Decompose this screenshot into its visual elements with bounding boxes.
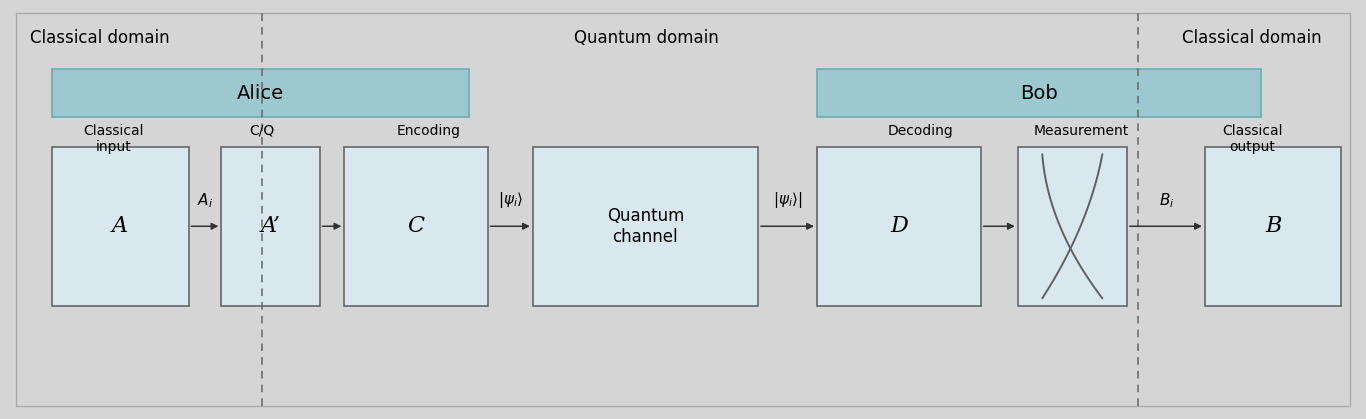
Bar xyxy=(1018,147,1127,306)
Text: Quantum domain: Quantum domain xyxy=(574,29,719,47)
Text: Classical
input: Classical input xyxy=(83,124,143,154)
Text: A: A xyxy=(112,215,128,237)
Text: Alice: Alice xyxy=(236,84,284,103)
Text: C/Q: C/Q xyxy=(250,124,275,137)
Text: Decoding: Decoding xyxy=(888,124,953,137)
Text: Quantum
channel: Quantum channel xyxy=(607,207,684,246)
Bar xyxy=(533,147,758,306)
Bar xyxy=(52,147,189,306)
Bar xyxy=(344,147,488,306)
Text: Bob: Bob xyxy=(1020,84,1057,103)
Bar xyxy=(1205,147,1341,306)
Text: Measurement: Measurement xyxy=(1034,124,1130,137)
Bar xyxy=(817,69,1261,117)
Text: $B_i$: $B_i$ xyxy=(1158,191,1175,210)
Text: Encoding: Encoding xyxy=(396,124,460,137)
Bar xyxy=(817,147,981,306)
Text: $|\psi_i\rangle$|: $|\psi_i\rangle$| xyxy=(773,189,803,210)
Text: Classical domain: Classical domain xyxy=(30,29,169,47)
Bar xyxy=(52,69,469,117)
Text: Classical
output: Classical output xyxy=(1223,124,1283,154)
Text: B: B xyxy=(1265,215,1281,237)
Text: Classical domain: Classical domain xyxy=(1182,29,1321,47)
Text: A’: A’ xyxy=(261,215,280,237)
Text: $A_i$: $A_i$ xyxy=(197,191,213,210)
Text: D: D xyxy=(889,215,908,237)
Text: C: C xyxy=(407,215,425,237)
Text: $|\psi_i\rangle$: $|\psi_i\rangle$ xyxy=(499,189,523,210)
Bar xyxy=(221,147,320,306)
